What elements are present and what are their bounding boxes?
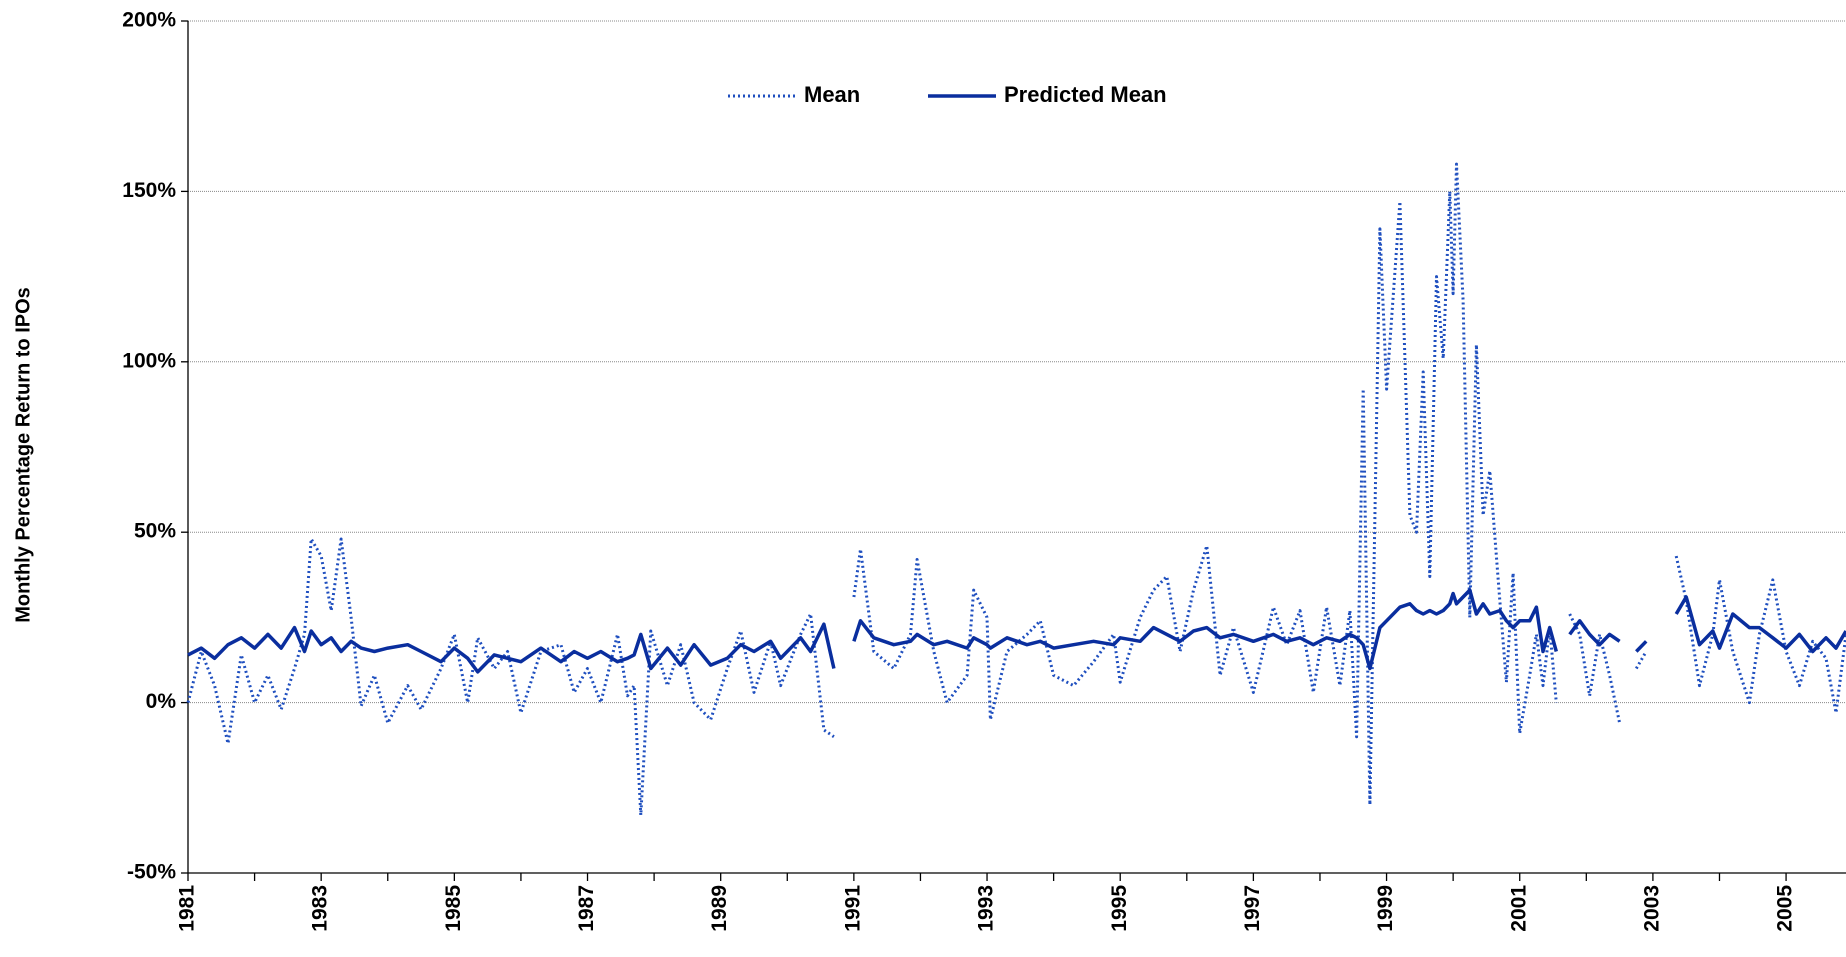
y-tick-label: 0% — [146, 690, 177, 713]
y-axis-label: Monthly Percentage Return to IPOs — [12, 287, 34, 623]
x-tick-label: 1999 — [1374, 885, 1397, 932]
y-tick-label: 150% — [122, 179, 176, 202]
x-tick-label: 1997 — [1241, 885, 1264, 932]
y-tick-label: -50% — [127, 861, 176, 884]
x-tick-label: 1981 — [176, 885, 199, 932]
x-tick-label: 1993 — [975, 885, 998, 932]
series-line — [187, 588, 1846, 674]
legend-label: Mean — [804, 82, 860, 107]
x-tick-label: 2001 — [1507, 885, 1530, 932]
y-tick-label: 200% — [122, 9, 176, 32]
x-tick-label: 1995 — [1108, 885, 1131, 932]
x-tick-label: 1987 — [575, 885, 598, 932]
x-tick-label: 1989 — [708, 885, 731, 932]
x-tick-label: 1991 — [841, 885, 864, 932]
legend-label: Predicted Mean — [1004, 82, 1167, 107]
y-tick-label: 50% — [134, 520, 176, 543]
x-tick-label: 2005 — [1774, 885, 1797, 932]
x-tick-label: 1985 — [442, 885, 465, 932]
y-tick-label: 100% — [122, 349, 176, 372]
x-tick-label: 1983 — [309, 885, 332, 932]
x-tick-label: 2003 — [1640, 885, 1663, 932]
series-line — [186, 162, 1846, 817]
